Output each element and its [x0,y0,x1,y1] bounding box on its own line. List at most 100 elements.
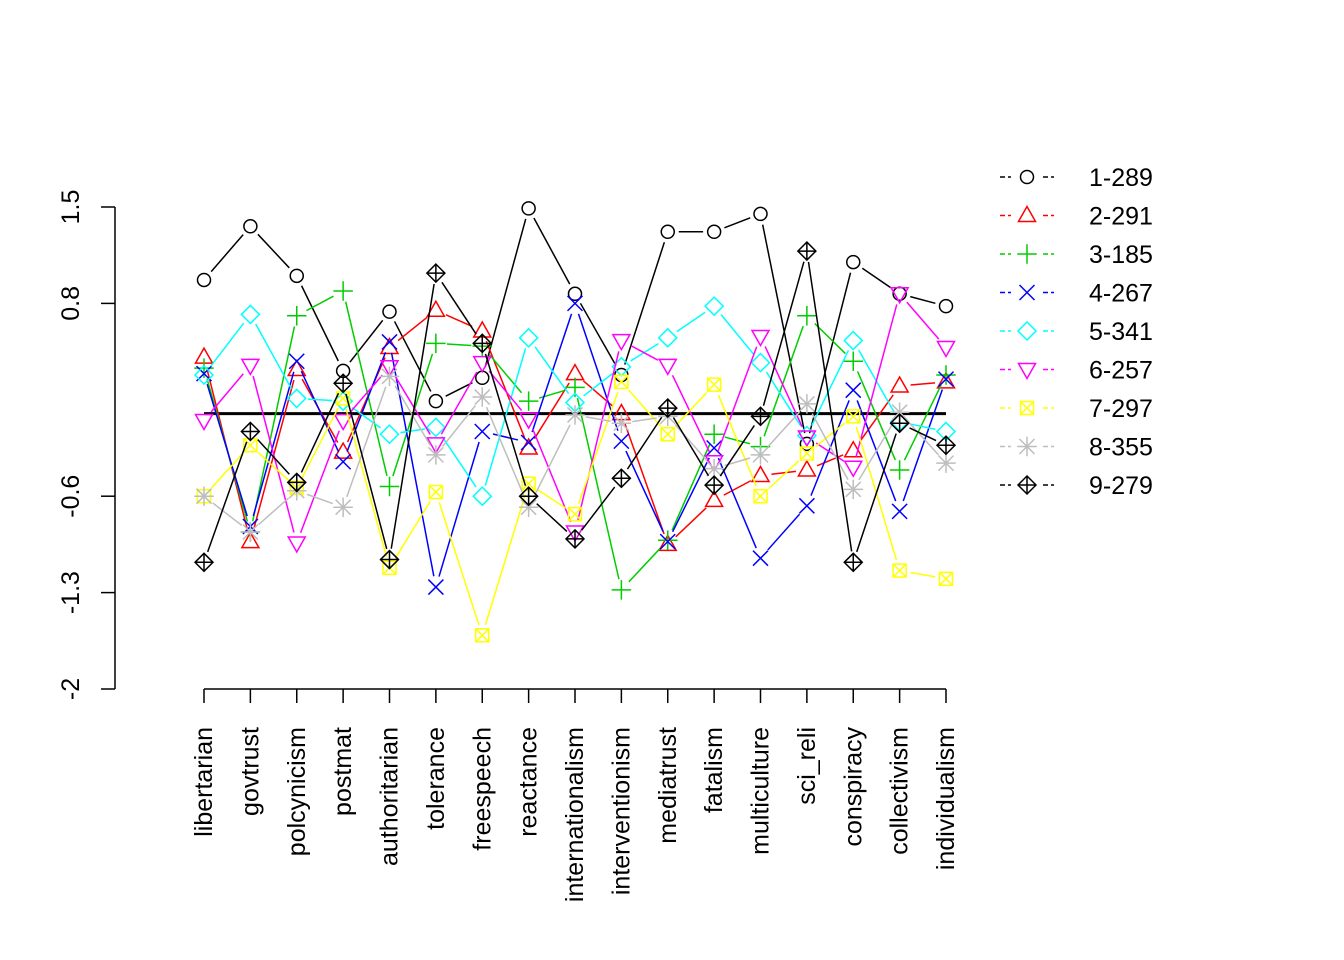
series-line-segment [859,394,894,443]
series-line-segment [210,452,244,489]
series-line-segment [717,346,758,452]
legend-label: 3-185 [1089,241,1153,269]
series-line-segment [626,416,663,470]
legend-label: 8-355 [1089,434,1153,462]
data-point [379,424,400,445]
data-point [798,497,815,514]
data-point [611,413,632,433]
series-line-segment [717,394,757,487]
data-point [521,201,536,216]
data-point [889,375,910,393]
series-line-segment [906,419,940,456]
data-point [243,219,258,234]
data-point [518,437,539,455]
data-point [426,437,446,455]
data-point [381,333,398,350]
series-line-segment [484,218,527,368]
legend-marker [1017,362,1037,381]
x-tick-label: freespeech [468,727,496,851]
series-line-segment [307,398,333,402]
data-point [750,329,771,347]
data-point [889,413,910,434]
x-tick-label: interventionism [607,727,635,895]
data-point [843,460,864,478]
x-tick-label: polcynicism [283,727,311,856]
data-point [335,453,352,470]
series-line-segment [484,353,527,486]
series-line-segment [252,371,295,517]
y-tick-label: -2 [57,678,85,700]
series-line-segment [441,436,477,488]
series-line-segment [717,457,757,549]
data-point [333,373,354,394]
series-line-segment [345,393,388,550]
x-tick-label: conspiracy [839,727,867,847]
data-point [240,358,261,376]
data-point [937,371,955,388]
data-point [843,351,863,371]
data-point [799,446,815,461]
y-tick-label: 0.8 [57,286,85,321]
legend-entry: 2-291 [1000,203,1153,231]
series-line-segment [816,454,844,467]
series-line-segment [771,470,797,475]
series-line-segment [485,406,526,498]
data-point [567,286,583,302]
legend-label: 7-297 [1089,395,1153,423]
y-tick-label: -1.3 [57,571,85,614]
data-point [845,382,862,399]
series-line-segment [723,480,752,496]
data-point [706,439,723,457]
series-line-segment [484,348,527,486]
data-point [518,486,539,507]
series-line-segment [576,397,620,580]
series-line-segment [855,304,898,457]
data-point [379,366,400,387]
data-point [518,497,539,517]
series-line-segment [255,323,293,390]
data-point [704,296,725,317]
data-point [797,394,817,414]
series-group [193,201,957,643]
series-line-segment [394,501,431,559]
data-point [843,479,863,500]
series-line-segment [488,354,523,394]
data-point [889,402,910,422]
series-line-segment [349,374,383,413]
series-line-segment [212,502,243,526]
series-line-segment [581,486,616,531]
series-line-segment [628,547,661,583]
series-line-segment [257,439,290,475]
series-line-segment [346,386,387,498]
series-line-segment [811,413,849,481]
series-line-segment [767,411,801,448]
data-point [475,628,490,643]
data-point [613,433,630,450]
legend-entry: 7-297 [1000,395,1153,423]
data-point [891,503,908,520]
series-line-segment [536,503,568,532]
series-line-segment [445,382,473,397]
data-point [379,336,400,355]
data-point [704,424,724,444]
series-line-segment [577,392,619,504]
data-point [938,298,954,314]
data-point [659,533,676,550]
series-line-segment [761,224,806,434]
data-point [240,421,261,442]
data-point [382,304,397,319]
series-line-segment [438,441,480,577]
data-point [753,206,768,222]
series-line-segment [910,423,936,430]
series-line-segment [720,314,755,355]
series-line-segment [807,261,853,552]
series-line-segment [861,267,891,289]
x-axis: libertarian govtrust polcynicism postmat aut… [190,688,960,902]
series-line-segment [344,301,388,477]
data-point [472,355,493,374]
series-line-segment [724,217,751,229]
series-line-segment [299,430,340,534]
data-point [799,436,815,452]
data-point [286,358,307,377]
